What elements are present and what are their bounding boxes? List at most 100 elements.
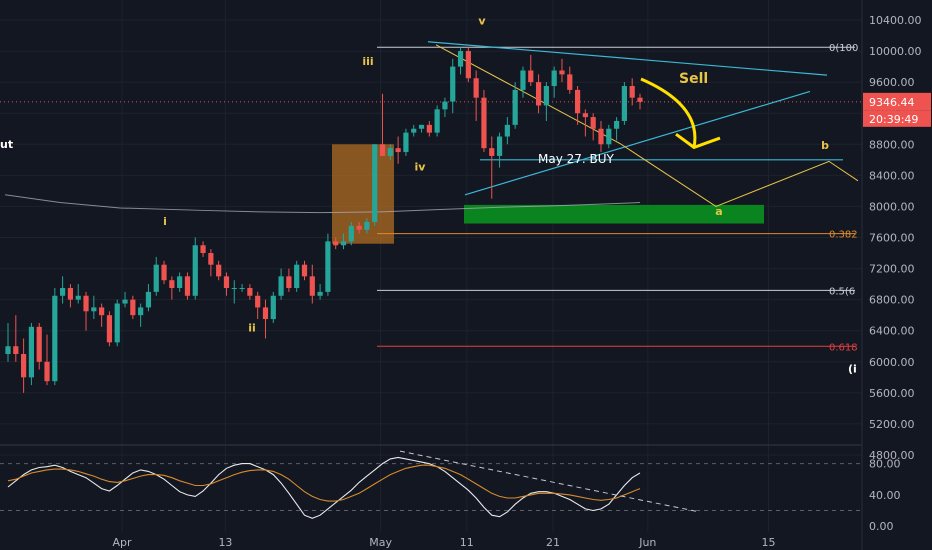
moving-average-line xyxy=(4,194,641,214)
candle-body xyxy=(114,303,120,343)
candle-body xyxy=(364,221,370,230)
candle-body xyxy=(216,264,222,277)
candle-body xyxy=(473,78,479,98)
green-zone xyxy=(464,204,764,224)
candle-body xyxy=(512,89,518,125)
candle-body xyxy=(543,86,549,106)
candle-body xyxy=(590,117,596,129)
candle-body xyxy=(450,66,456,102)
left-cut-label: ut xyxy=(0,138,13,151)
price-tick-label: 9600.00 xyxy=(869,76,915,89)
candle-body xyxy=(52,295,58,382)
drawings: Sell May 27. BUY ut (i xyxy=(0,41,862,376)
price-axis-bg xyxy=(862,0,932,550)
candle-body xyxy=(496,136,503,156)
wave-label-iii: iii xyxy=(362,55,373,68)
candle-body xyxy=(606,128,612,145)
candle-body xyxy=(208,253,214,265)
buy-label: May 27. BUY xyxy=(538,152,615,166)
candle-body xyxy=(309,276,315,296)
candle-body xyxy=(379,144,386,156)
candle-body xyxy=(36,326,42,362)
candle-body xyxy=(403,132,409,153)
candle-body xyxy=(387,148,393,156)
candle-body xyxy=(325,241,331,292)
candle-body xyxy=(177,276,183,288)
candle-body xyxy=(278,276,284,296)
candle-body xyxy=(255,295,261,308)
candle-body xyxy=(457,51,464,67)
wave-label-a: a xyxy=(715,205,722,218)
projection-path xyxy=(435,44,859,207)
osc-series-2 xyxy=(7,464,641,502)
candle-body xyxy=(138,307,144,316)
fib-levels: 0(100 0.382 0.5(6 0.618 xyxy=(377,43,858,353)
candle-body xyxy=(169,280,175,288)
candle-body xyxy=(161,264,167,281)
candle-body xyxy=(91,307,97,312)
sell-label: Sell xyxy=(679,71,708,87)
candle-body xyxy=(130,299,136,316)
candle-body xyxy=(270,295,276,320)
candle-body xyxy=(528,70,534,83)
candle-body xyxy=(153,264,159,292)
candle-body xyxy=(411,128,417,133)
candle-body xyxy=(621,86,627,121)
candle-body xyxy=(426,124,432,133)
triangle-upper-line xyxy=(427,41,828,76)
price-tick-label: 7600.00 xyxy=(869,232,915,245)
osc-tick-label: 0.00 xyxy=(869,520,894,533)
last-price-value: 9346.44 xyxy=(869,96,915,109)
time-tick-label: 11 xyxy=(460,536,474,549)
candle-body xyxy=(44,361,50,382)
sell-arrow-head xyxy=(675,132,721,150)
fib-label: 0.5(6 xyxy=(829,286,855,297)
candle-body xyxy=(28,326,35,378)
price-tick-label: 7200.00 xyxy=(869,263,915,276)
candle-body xyxy=(442,101,448,110)
wave-label-iv: iv xyxy=(415,161,427,174)
candle-body xyxy=(75,295,81,300)
wave-label-ii: ii xyxy=(248,321,256,334)
orange-zone xyxy=(332,144,394,244)
wave-label-i: i xyxy=(163,215,167,228)
price-tick-label: 5600.00 xyxy=(869,387,915,400)
candle-body xyxy=(294,264,300,288)
candle-body xyxy=(340,241,347,246)
candle-body xyxy=(574,89,581,114)
candle-body xyxy=(598,128,604,145)
candle-body xyxy=(239,287,245,289)
price-tick-label: 6400.00 xyxy=(869,325,915,338)
time-axis[interactable]: Apr 13 May 11 21 Jun 15 xyxy=(112,536,775,549)
candle-body xyxy=(247,287,253,296)
candle-body xyxy=(13,346,19,355)
candle-body xyxy=(535,82,542,106)
candle-body xyxy=(21,354,27,378)
candle-body xyxy=(567,74,573,90)
time-tick-label: Jun xyxy=(638,536,656,549)
price-tick-label: 8800.00 xyxy=(869,138,915,151)
candle-body xyxy=(333,241,339,246)
candle-body xyxy=(231,287,237,289)
time-tick-label: 21 xyxy=(546,536,560,549)
price-axis[interactable]: 10400.0010000.009600.009200.008800.00840… xyxy=(861,0,932,550)
candle-body xyxy=(418,124,425,129)
osc-tick-label: 80.00 xyxy=(869,458,901,471)
wave-label-v: v xyxy=(478,15,486,28)
time-tick-label: 13 xyxy=(218,536,232,549)
candle-body xyxy=(122,299,128,304)
candle-body xyxy=(395,148,401,153)
zones xyxy=(332,144,764,244)
candle-body xyxy=(504,124,510,137)
price-tick-label: 8400.00 xyxy=(869,169,915,182)
candle-body xyxy=(262,307,269,320)
candle-body xyxy=(60,287,66,296)
candle-body xyxy=(582,113,588,118)
osc-tick-label: 40.00 xyxy=(869,489,901,502)
osc-trendline xyxy=(399,450,701,513)
candle-body xyxy=(200,245,206,254)
fib-label: 0(100 xyxy=(829,43,858,54)
grid xyxy=(0,0,932,532)
